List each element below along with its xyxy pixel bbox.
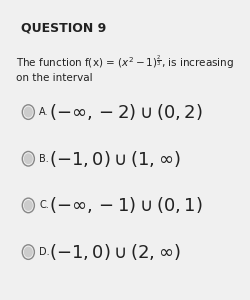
Text: $(-\infty, -2)\cup(0,2)$: $(-\infty, -2)\cup(0,2)$: [49, 102, 202, 122]
Circle shape: [24, 200, 33, 211]
Text: A.: A.: [39, 107, 49, 117]
Text: QUESTION 9: QUESTION 9: [21, 22, 106, 35]
Text: $(-1,0) \cup (2, \infty)$: $(-1,0) \cup (2, \infty)$: [49, 242, 180, 262]
Circle shape: [24, 153, 33, 164]
Text: D.: D.: [39, 247, 50, 257]
Text: The function f(x) = $\left(x^2-1\right)^{\frac{2}{3}}$, is increasing on the int: The function f(x) = $\left(x^2-1\right)^…: [16, 54, 234, 83]
Text: $(-\infty, -1)\cup(0,1)$: $(-\infty, -1)\cup(0,1)$: [49, 195, 202, 215]
Text: $(-1,0) \cup (1, \infty)$: $(-1,0) \cup (1, \infty)$: [49, 149, 180, 169]
Text: B.: B.: [39, 154, 49, 164]
Circle shape: [24, 106, 33, 118]
Circle shape: [24, 247, 33, 258]
Text: C.: C.: [39, 200, 49, 210]
